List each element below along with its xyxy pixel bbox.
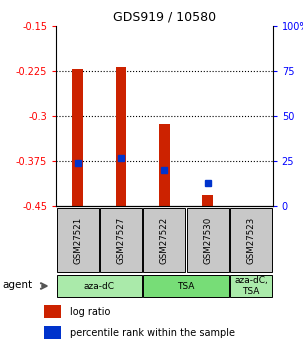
Bar — [44, 305, 62, 318]
Text: aza-dC,
TSA: aza-dC, TSA — [234, 276, 268, 296]
Text: log ratio: log ratio — [70, 307, 110, 317]
Bar — [202, 196, 213, 206]
Bar — [72, 69, 83, 206]
Bar — [116, 67, 126, 206]
Bar — [230, 275, 272, 297]
Text: GSM27527: GSM27527 — [117, 216, 125, 264]
Bar — [44, 326, 62, 339]
Bar — [143, 208, 185, 272]
Text: TSA: TSA — [177, 282, 195, 290]
Bar — [230, 208, 272, 272]
Text: agent: agent — [3, 280, 33, 290]
Bar — [57, 208, 99, 272]
Bar — [100, 208, 142, 272]
Bar — [159, 124, 170, 206]
Text: aza-dC: aza-dC — [84, 282, 115, 290]
Bar — [187, 208, 229, 272]
Bar — [143, 275, 229, 297]
Text: GSM27530: GSM27530 — [203, 216, 212, 264]
Title: GDS919 / 10580: GDS919 / 10580 — [113, 10, 216, 23]
Bar — [57, 275, 142, 297]
Text: percentile rank within the sample: percentile rank within the sample — [70, 328, 235, 338]
Text: GSM27521: GSM27521 — [73, 216, 82, 264]
Text: GSM27523: GSM27523 — [247, 216, 255, 264]
Text: GSM27522: GSM27522 — [160, 216, 169, 264]
